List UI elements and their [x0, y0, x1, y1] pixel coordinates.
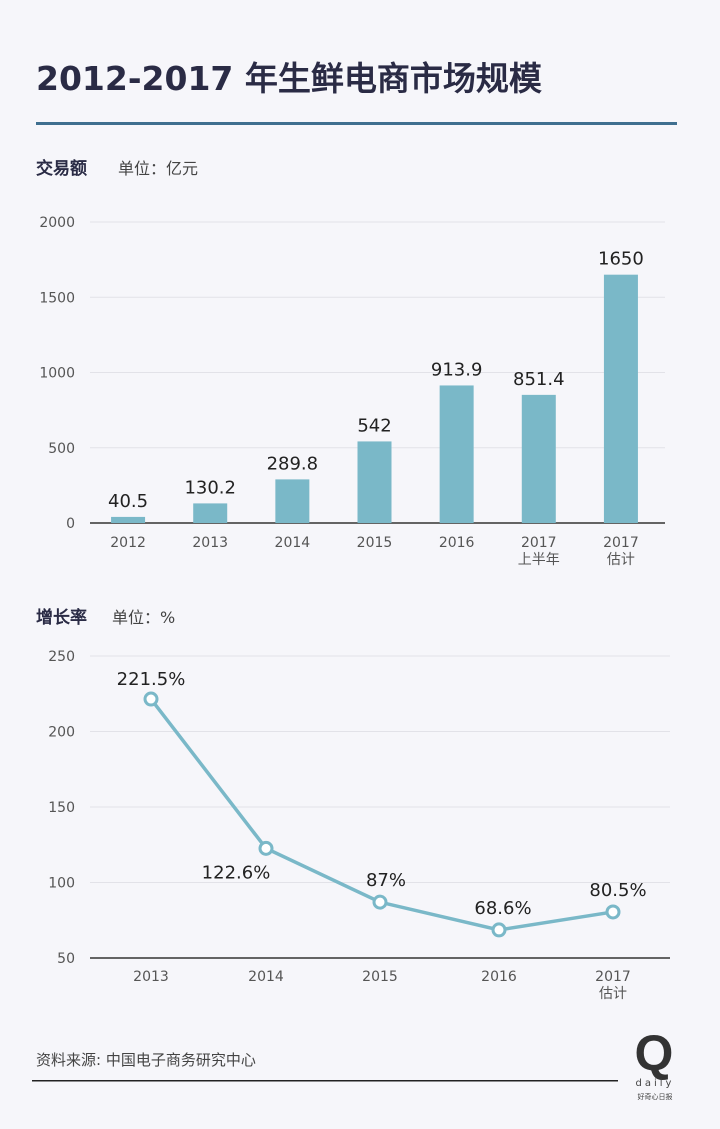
- data-point: [372, 894, 388, 910]
- y-tick-label: 1000: [39, 366, 75, 382]
- line-unit-label: 单位：%: [112, 608, 175, 627]
- footer-rule: [32, 1080, 618, 1082]
- x-tick-label: 估计: [599, 986, 627, 1002]
- data-label: 40.5: [108, 491, 148, 512]
- bar-chart: 0 500 1000 1500 2000 40.5 2012 130.2 2013 289.8 20…: [39, 215, 665, 568]
- y-tick-label: 150: [48, 800, 75, 816]
- x-tick-label: 2014: [248, 969, 284, 985]
- qdaily-logo: Q daily 好奇心日报: [635, 1025, 675, 1101]
- y-tick-label: 50: [57, 951, 75, 967]
- x-tick-label: 2013: [192, 535, 228, 551]
- x-tick-label: 2015: [362, 969, 398, 985]
- data-label: 1650: [598, 249, 644, 270]
- bar: [603, 274, 638, 523]
- data-label: 913.9: [431, 359, 483, 380]
- data-label: 87%: [366, 870, 406, 891]
- y-tick-label: 200: [48, 725, 75, 741]
- x-tick-label: 2012: [110, 535, 146, 551]
- y-tick-label: 250: [48, 649, 75, 665]
- x-tick-label: 估计: [607, 552, 635, 568]
- line-section-label: 增长率: [36, 607, 87, 628]
- data-label: 851.4: [513, 369, 565, 390]
- source-note: 资料来源: 中国电子商务研究中心: [36, 1051, 256, 1069]
- y-tick-label: 500: [48, 441, 75, 457]
- bar: [275, 479, 310, 523]
- data-label: 68.6%: [474, 898, 531, 919]
- x-tick-label: 2015: [357, 535, 393, 551]
- bar-unit-label: 单位：亿元: [118, 159, 198, 178]
- x-tick-label: 2017: [603, 535, 639, 551]
- y-tick-label: 1500: [39, 290, 75, 306]
- page-title: 2012-2017 年生鲜电商市场规模: [36, 59, 543, 98]
- line-chart: 50 100 150 200 250 221.5% 2013 122.6% 2014 87% 201…: [48, 649, 670, 1002]
- title-rule: [36, 122, 677, 125]
- data-label: 80.5%: [589, 880, 646, 901]
- bar: [439, 385, 474, 523]
- y-tick-label: 0: [66, 516, 75, 532]
- data-point: [258, 840, 274, 856]
- data-label: 122.6%: [202, 862, 271, 883]
- data-label: 221.5%: [117, 669, 186, 690]
- bar-section-label: 交易额: [36, 158, 87, 179]
- logo-cn: 好奇心日报: [638, 1092, 673, 1101]
- logo-word: daily: [636, 1078, 675, 1089]
- y-tick-label: 2000: [39, 215, 75, 231]
- logo-letter: Q: [635, 1025, 674, 1081]
- data-point: [491, 922, 507, 938]
- data-label: 542: [357, 415, 391, 436]
- bar: [521, 394, 556, 523]
- x-tick-label: 2013: [133, 969, 169, 985]
- data-label: 289.8: [267, 453, 319, 474]
- x-tick-label: 2014: [275, 535, 311, 551]
- bar: [193, 503, 228, 523]
- x-tick-label: 2016: [481, 969, 517, 985]
- data-point: [605, 904, 621, 920]
- y-tick-label: 100: [48, 876, 75, 892]
- x-tick-label: 2016: [439, 535, 475, 551]
- bar: [111, 516, 146, 523]
- data-label: 130.2: [184, 477, 236, 498]
- data-point: [143, 691, 159, 707]
- x-tick-label: 上半年: [518, 552, 560, 568]
- x-tick-label: 2017: [595, 969, 631, 985]
- bar: [357, 441, 392, 523]
- x-tick-label: 2017: [521, 535, 557, 551]
